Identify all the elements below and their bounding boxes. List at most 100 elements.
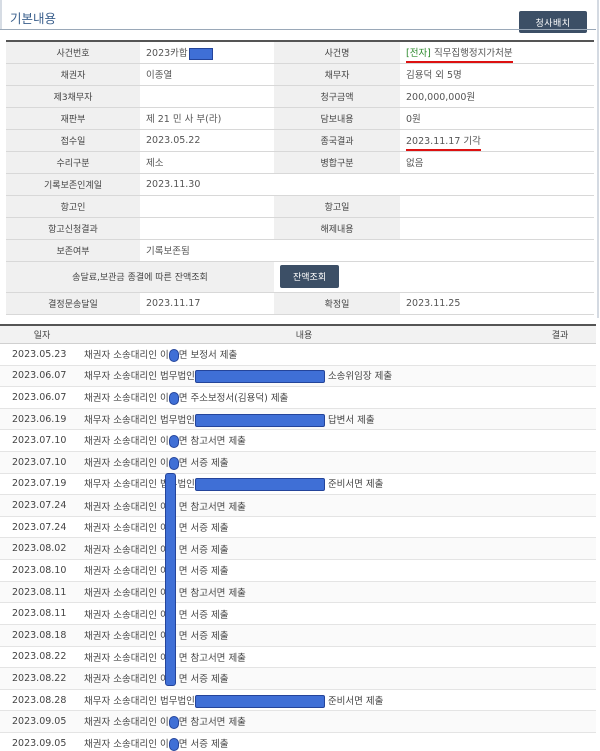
debtor-label: 채무자 — [274, 62, 400, 86]
scrollbar-track[interactable] — [597, 0, 599, 318]
history-content-prefix: 채무자 소송대리인 법무법인 — [84, 695, 195, 707]
archive-date-label: 기록보존인계일 — [6, 172, 140, 196]
history-content-suffix: 소송위임장 제출 — [324, 371, 393, 383]
balance-inquiry-button[interactable]: 잔액조회 — [280, 265, 340, 288]
result-label: 종국결과 — [274, 128, 400, 152]
history-content: 채권자 소송대리인 이 면 참고서면 제출 — [84, 714, 524, 730]
redaction-block — [168, 456, 179, 470]
history-content: 채권자 소송대리인 이 면 참고서면 제출 — [84, 499, 524, 513]
history-content-prefix: 채무자 소송대리인 법무법인 — [84, 414, 195, 426]
release-label: 해제내용 — [274, 216, 400, 240]
history-date: 2023.07.10 — [12, 456, 67, 468]
history-row: 2023.07.24 채권자 소송대리인 이 면 참고서면 제출 — [0, 495, 596, 517]
creditor-label: 채권자 — [6, 62, 140, 86]
history-content-prefix: 채권자 소송대리인 이 — [84, 717, 169, 729]
security-label: 담보내용 — [274, 106, 400, 130]
history-date: 2023.08.11 — [12, 586, 67, 598]
history-row: 2023.07.10 채권자 소송대리인 이 면 서증 제출 — [0, 452, 596, 474]
merged-value: 없음 — [400, 150, 594, 174]
history-content-suffix: 면 서증 제출 — [178, 566, 229, 578]
history-content-suffix: 면 참고서면 제출 — [178, 717, 246, 729]
archive-date-value: 2023.11.30 — [140, 172, 594, 196]
history-body: 2023.05.23 채권자 소송대리인 이 면 보정서 제출 2023.06.07 채… — [0, 344, 596, 751]
electronic-tag: [전자] — [406, 48, 431, 60]
history-content-suffix: 답변서 제출 — [324, 414, 375, 426]
section-title: 기본내용 — [10, 11, 57, 26]
history-date: 2023.08.22 — [12, 672, 67, 684]
release-value — [400, 216, 594, 240]
history-content-suffix: 면 보정서 제출 — [178, 349, 238, 361]
stamp-button[interactable]: 청사배치 — [519, 11, 587, 33]
history-date: 2023.08.28 — [12, 694, 67, 706]
redaction-block — [194, 694, 325, 708]
case-info-table: 사건번호 2023카합 사건명 [전자] 직무집행정지가처분 채권자 이종열 채… — [6, 40, 594, 315]
history-content: 채권자 소송대리인 이 면 서증 제출 — [84, 736, 524, 751]
case-name-value: [전자] 직무집행정지가처분 — [400, 40, 594, 64]
history-content-prefix: 채권자 소송대리인 이 — [84, 436, 169, 448]
history-content-suffix: 면 서증 제출 — [178, 631, 229, 643]
history-content: 채권자 소송대리인 이 면 서증 제출 — [84, 671, 524, 685]
appeal-result-label: 항고신청결과 — [6, 216, 140, 240]
history-date: 2023.05.23 — [12, 348, 67, 360]
history-content: 채권자 소송대리인 이 면 서증 제출 — [84, 563, 524, 577]
history-date: 2023.06.07 — [12, 370, 67, 382]
section-divider — [0, 29, 596, 30]
history-content: 채권자 소송대리인 이 면 서증 제출 — [84, 520, 524, 534]
confirmed-label: 확정일 — [274, 291, 400, 315]
claim-amount-label: 청구금액 — [274, 84, 400, 108]
case-no-value: 2023카합 — [140, 40, 274, 64]
history-date: 2023.07.24 — [12, 500, 67, 512]
redaction-block — [168, 348, 179, 362]
history-date: 2023.08.11 — [12, 608, 67, 620]
category-label: 수리구분 — [6, 150, 140, 174]
case-no-label: 사건번호 — [6, 40, 140, 64]
history-row: 2023.08.11 채권자 소송대리인 이 면 참고서면 제출 — [0, 581, 596, 604]
history-content-suffix: 면 서증 제출 — [178, 523, 229, 535]
case-name-label: 사건명 — [274, 40, 400, 64]
history-row: 2023.07.24 채권자 소송대리인 이 면 서증 제출 — [0, 517, 596, 539]
history-content-prefix: 채권자 소송대리인 이 — [84, 631, 169, 643]
redaction-block — [194, 478, 325, 492]
history-row: 2023.08.28 채무자 소송대리인 법무법인 준비서면 제출 — [0, 690, 596, 712]
third-debtor-label: 제3채무자 — [6, 84, 140, 108]
history-date: 2023.08.22 — [12, 651, 67, 663]
history-date: 2023.08.18 — [12, 629, 67, 641]
header-date: 일자 — [33, 331, 51, 341]
history-content: 채무자 소송대리인 법무법인 소송위임장 제출 — [84, 368, 524, 384]
history-date: 2023.06.07 — [12, 392, 67, 404]
appeal-result-value — [140, 216, 274, 240]
history-content-prefix: 채권자 소송대리인 이 — [84, 544, 169, 556]
redaction-block — [168, 392, 179, 406]
history-content-suffix: 면 서증 제출 — [178, 457, 229, 469]
preserve-value: 기록보존됨 — [140, 238, 594, 262]
history-content: 채권자 소송대리인 이 면 참고서면 제출 — [84, 650, 524, 664]
third-debtor-value — [140, 84, 274, 108]
history-row: 2023.06.07 채무자 소송대리인 법무법인 소송위임장 제출 — [0, 365, 596, 388]
claim-amount-value: 200,000,000원 — [400, 84, 594, 108]
deposit-label: 송달료,보관금 종결에 따른 잔액조회 — [6, 260, 274, 293]
history-content-prefix: 채권자 소송대리인 이 — [84, 609, 169, 621]
history-content: 채권자 소송대리인 이 면 참고서면 제출 — [84, 433, 524, 449]
history-content-prefix: 채무자 소송대리인 법무법인 — [84, 371, 195, 383]
history-row: 2023.08.22 채권자 소송대리인 이 면 서증 제출 — [0, 668, 596, 690]
history-content-suffix: 면 서증 제출 — [178, 674, 229, 686]
history-row: 2023.08.02 채권자 소송대리인 이 면 서증 제출 — [0, 538, 596, 561]
history-date: 2023.08.10 — [12, 564, 67, 576]
header-content: 내용 — [295, 331, 313, 341]
division-label: 재판부 — [6, 106, 140, 130]
history-content-prefix: 채권자 소송대리인 이 — [84, 566, 169, 578]
history-content-prefix: 채무자 소송대리인 법무법인 — [84, 479, 195, 491]
redaction-block — [194, 370, 325, 384]
history-row: 2023.07.10 채권자 소송대리인 이 면 참고서면 제출 — [0, 430, 596, 453]
history-content-suffix: 면 주소보정서(김용덕) 제출 — [178, 393, 289, 405]
history-date: 2023.06.19 — [12, 413, 67, 425]
history-content: 채권자 소송대리인 이 면 참고서면 제출 — [84, 585, 524, 599]
history-row: 2023.08.10 채권자 소송대리인 이 면 서증 제출 — [0, 560, 596, 582]
history-date: 2023.09.05 — [12, 716, 67, 728]
history-content-suffix: 면 참고서면 제출 — [178, 501, 246, 513]
history-content-suffix: 면 참고서면 제출 — [178, 588, 246, 599]
redaction-block — [168, 435, 179, 449]
history-content-prefix: 채권자 소송대리인 이 — [84, 457, 169, 469]
redaction-bar — [165, 473, 176, 686]
history-content-suffix: 면 서증 제출 — [178, 609, 229, 621]
